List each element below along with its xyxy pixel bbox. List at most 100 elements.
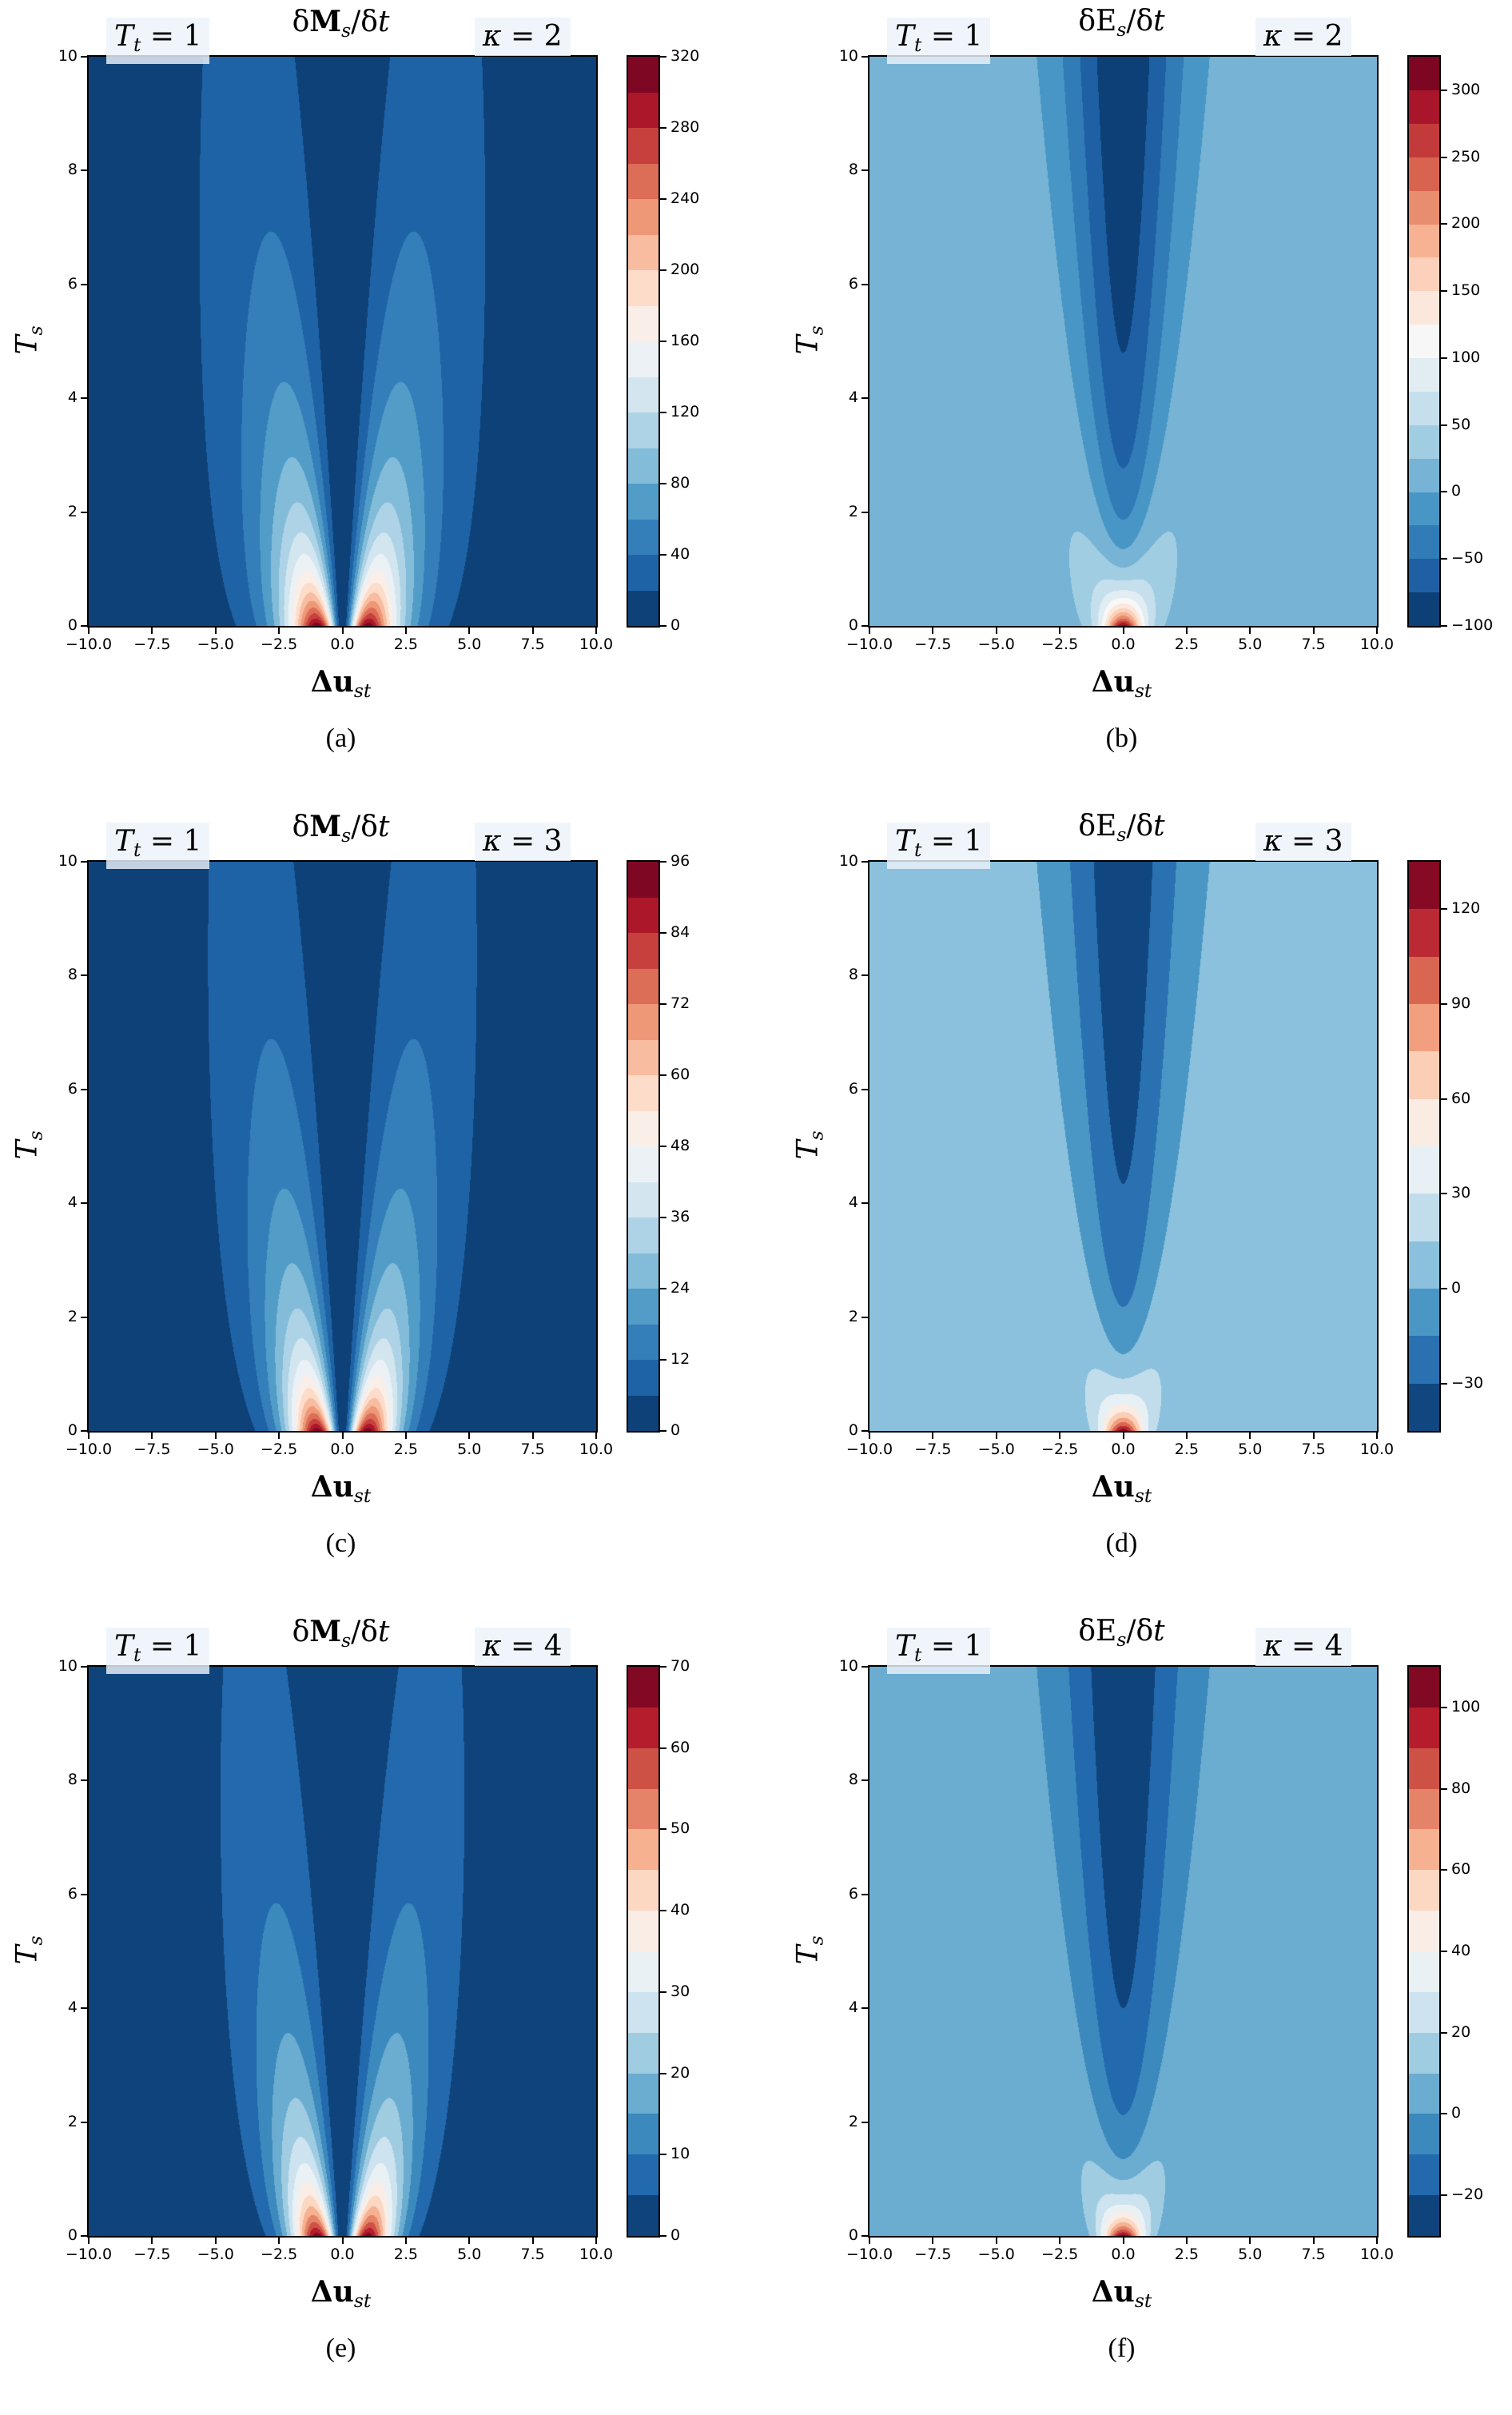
- y-tick-label: 0: [848, 1421, 858, 1439]
- colorbar-band: [1409, 123, 1439, 157]
- x-tick-mark: [404, 2238, 407, 2244]
- ylabel-part: T: [791, 1945, 825, 1965]
- colorbar-band: [628, 1146, 659, 1182]
- colorbar-tick-mark: [660, 1146, 666, 1147]
- x-tick-mark: [151, 1433, 153, 1439]
- title-part: s: [1116, 823, 1127, 847]
- y-tick-label: 8: [848, 966, 858, 984]
- x-tick-mark: [531, 2238, 534, 2244]
- colorbar-tick-mark: [660, 932, 666, 934]
- y-tick-mark: [81, 283, 87, 285]
- colorbar-band: [628, 1004, 659, 1040]
- annot-part: T: [895, 825, 915, 858]
- annot-part: T: [114, 20, 134, 53]
- colorbar-tick-label: 320: [670, 47, 700, 65]
- colorbar-tick-label: 20: [1451, 2022, 1471, 2041]
- annot-part: = 1: [921, 20, 983, 53]
- ylabel-part: T: [10, 1945, 44, 1965]
- x-tick-label: 0.0: [1111, 1441, 1136, 1458]
- y-tick-label: 8: [67, 161, 78, 179]
- y-tick-label: 8: [848, 161, 858, 179]
- x-tick-mark: [1249, 1433, 1251, 1439]
- colorbar-band: [1409, 2114, 1439, 2155]
- x-tick-label: −10.0: [846, 636, 893, 653]
- colorbar-tick-mark: [1441, 558, 1447, 560]
- colorbar-band: [628, 1829, 659, 1871]
- y-tick-label: 4: [848, 1194, 858, 1212]
- annot-part: κ: [483, 1630, 502, 1663]
- colorbar-tick-label: 150: [1451, 281, 1481, 300]
- colorbar-band: [628, 1991, 659, 2033]
- x-tick-label: −7.5: [133, 636, 171, 653]
- y-tick-mark: [861, 625, 868, 627]
- colorbar-tick-label: 24: [670, 1279, 690, 1297]
- colorbar-band: [1409, 1289, 1439, 1337]
- colorbar-tick-label: 80: [1451, 1779, 1471, 1797]
- y-tick-mark: [81, 1893, 87, 1895]
- colorbar-band: [1409, 1788, 1439, 1830]
- y-axis-label: Ts: [792, 1130, 828, 1159]
- colorbar-tick-mark: [660, 2154, 666, 2156]
- x-tick-label: 2.5: [1174, 2246, 1199, 2263]
- colorbar-tick-label: 70: [670, 1657, 690, 1675]
- colorbar-tick-label: 60: [1451, 1860, 1471, 1879]
- x-tick-mark: [278, 628, 281, 634]
- colorbar-tick-label: 0: [670, 2226, 681, 2244]
- x-tick-mark: [1122, 628, 1124, 634]
- x-tick-label: −2.5: [1041, 636, 1079, 653]
- y-tick-label: 10: [58, 47, 78, 65]
- x-tick-label: 7.5: [520, 2246, 545, 2263]
- y-tick-label: 0: [67, 1421, 78, 1439]
- colorbar-band: [1409, 2154, 1439, 2196]
- x-axis-label: Δust: [868, 2275, 1375, 2312]
- plot-title: δMs/δt: [87, 810, 595, 847]
- x-tick-label: −10.0: [65, 1441, 113, 1458]
- y-tick-mark: [861, 1088, 868, 1090]
- title-part: s: [341, 19, 352, 42]
- colorbar-tick-mark: [1441, 2113, 1447, 2115]
- y-tick-label: 6: [67, 1884, 78, 1903]
- annotation-kappa: κ = 2: [1255, 18, 1351, 56]
- x-tick-label: 10.0: [1359, 1441, 1395, 1458]
- ylabel-part: s: [805, 1935, 828, 1946]
- colorbar-tick-label: −100: [1451, 616, 1494, 634]
- y-tick-label: 8: [848, 1771, 858, 1789]
- colorbar-tick-label: 10: [670, 2145, 690, 2163]
- xlabel-part: u: [332, 1470, 354, 1504]
- plot-title: δEs/δt: [868, 810, 1375, 846]
- annot-part: = 4: [501, 1630, 563, 1663]
- plot-title: δEs/δt: [868, 1615, 1375, 1651]
- colorbar-band: [1409, 2195, 1439, 2236]
- colorbar-band: [628, 1707, 659, 1748]
- x-tick-mark: [404, 628, 407, 634]
- x-axis-label: Δust: [87, 1470, 595, 1507]
- colorbar-tick-mark: [660, 1359, 666, 1361]
- colorbar-tick-label: 0: [1451, 1279, 1462, 1297]
- x-tick-label: 2.5: [1174, 636, 1199, 653]
- panel-caption: (e): [325, 2333, 356, 2363]
- annot-part: = 1: [141, 825, 202, 858]
- panel-caption: (d): [1105, 1528, 1138, 1558]
- colorbar-tick-mark: [1441, 1706, 1447, 1708]
- x-tick-mark: [1312, 2238, 1315, 2244]
- colorbar-tick-label: 20: [670, 2063, 690, 2082]
- ylabel-part: s: [24, 1130, 47, 1141]
- panel-caption: (f): [1108, 2333, 1136, 2363]
- x-tick-mark: [932, 628, 934, 634]
- panel-caption: (b): [1105, 723, 1138, 753]
- title-part: t: [1153, 1615, 1165, 1648]
- panel-caption: (a): [325, 723, 356, 753]
- colorbar-band: [1409, 956, 1439, 1005]
- y-tick-mark: [81, 1779, 87, 1782]
- colorbar-band: [1409, 1747, 1439, 1789]
- colorbar-band: [1409, 458, 1439, 492]
- y-tick-label: 2: [848, 2112, 858, 2130]
- ylabel-part: T: [10, 335, 44, 355]
- colorbar-band: [628, 270, 659, 306]
- annot-part: = 2: [501, 20, 563, 53]
- colorbar-tick-mark: [660, 1074, 666, 1076]
- colorbar-tick-label: 90: [1451, 994, 1471, 1012]
- colorbar-tick-label: 250: [1451, 147, 1481, 165]
